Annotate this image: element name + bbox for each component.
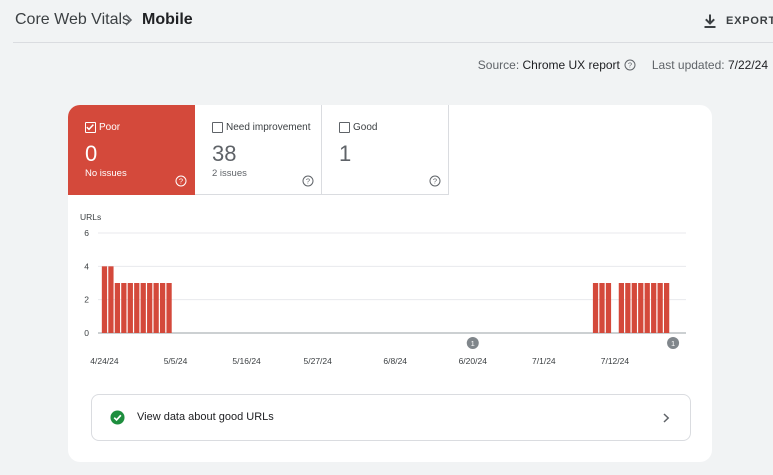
bar [114,283,121,333]
export-button[interactable]: EXPORT [702,10,773,32]
bar [625,283,631,333]
checkbox-good[interactable] [339,122,350,133]
x-tick-label: 5/27/24 [304,356,333,366]
tile-count: 0 [85,141,98,166]
y-tick-label: 0 [84,328,89,338]
export-label: EXPORT [726,15,773,27]
tile-label: Need improvement [226,122,311,133]
bar [108,266,114,333]
bar [644,283,650,333]
source-value: Chrome UX report [522,58,620,72]
annotation-marker [667,337,680,349]
bar [159,283,166,333]
bar [657,283,663,333]
updated-label: Last updated: [651,58,725,72]
bar [618,283,625,333]
checkbox-poor[interactable] [85,122,96,133]
x-tick-label: 7/12/24 [601,356,630,366]
bar [134,283,140,333]
check-icon [86,124,94,131]
page-header: Core Web Vitals Mobile EXPORT [0,0,773,43]
bar [166,283,172,333]
annotation-marker [466,337,479,349]
tile-label: Good [353,122,378,133]
status-card: Poor 0 No issues ? Need improvement 38 2… [68,105,712,462]
y-tick-label: 2 [84,295,89,305]
bar [140,283,146,333]
chevron-right-icon [663,413,670,423]
bar [638,283,644,333]
x-tick-label: 7/1/24 [532,356,556,366]
chevron-right-icon [125,14,133,26]
tile-subtitle: 2 issues [212,168,247,179]
checkbox-need-improvement[interactable] [212,122,223,133]
help-icon[interactable]: ? [302,175,314,187]
help-icon[interactable]: ? [175,175,187,187]
tile-count: 38 [212,141,237,166]
tile-label: Poor [99,122,121,133]
bar [663,283,670,333]
header-divider [13,42,773,43]
bar [605,283,612,333]
x-tick-label: 4/24/24 [90,356,119,366]
good-urls-link[interactable]: View data about good URLs [91,394,691,441]
breadcrumb-root[interactable]: Core Web Vitals [15,11,131,28]
bar [592,283,599,333]
source-label: Source: [477,58,520,72]
bar [153,283,159,333]
annotation-label: 1 [671,339,675,348]
bar [147,283,153,333]
x-tick-label: 6/8/24 [383,356,407,366]
x-tick-label: 6/20/24 [459,356,488,366]
bar [599,283,605,333]
check-circle-icon [110,410,125,425]
y-tick-label: 6 [84,228,89,238]
tile-good[interactable]: Good 1 ? [322,105,449,195]
help-icon[interactable]: ? [429,175,441,187]
svg-text:?: ? [433,177,437,186]
updated-value: 7/22/24 [727,58,768,72]
x-tick-label: 5/5/24 [164,356,188,366]
help-icon[interactable]: ? [624,59,636,71]
x-tick-label: 5/16/24 [232,356,261,366]
download-icon [704,14,716,28]
svg-text:?: ? [628,61,632,70]
bar [651,283,657,333]
urls-bar-chart: URLs 0 2 4 6 4/24/24 5/5/24 5/16/24 5/27/24 6/8/2… [80,212,686,366]
svg-text:?: ? [179,177,183,186]
bar [127,283,133,333]
tile-count: 1 [339,141,352,166]
bar [101,266,108,333]
tile-subtitle: No issues [85,168,127,179]
y-axis-label: URLs [80,212,101,222]
bar [121,283,127,333]
good-urls-text: View data about good URLs [137,411,274,423]
y-tick-label: 4 [84,261,89,271]
report-meta: Source: Chrome UX report ? Last updated:… [478,58,768,72]
annotation-label: 1 [471,339,475,348]
tile-need-improvement[interactable]: Need improvement 38 2 issues ? [195,105,322,195]
page-title: Mobile [142,11,193,28]
tile-poor[interactable]: Poor 0 No issues ? [68,105,195,195]
bar [631,283,637,333]
svg-text:?: ? [306,177,310,186]
